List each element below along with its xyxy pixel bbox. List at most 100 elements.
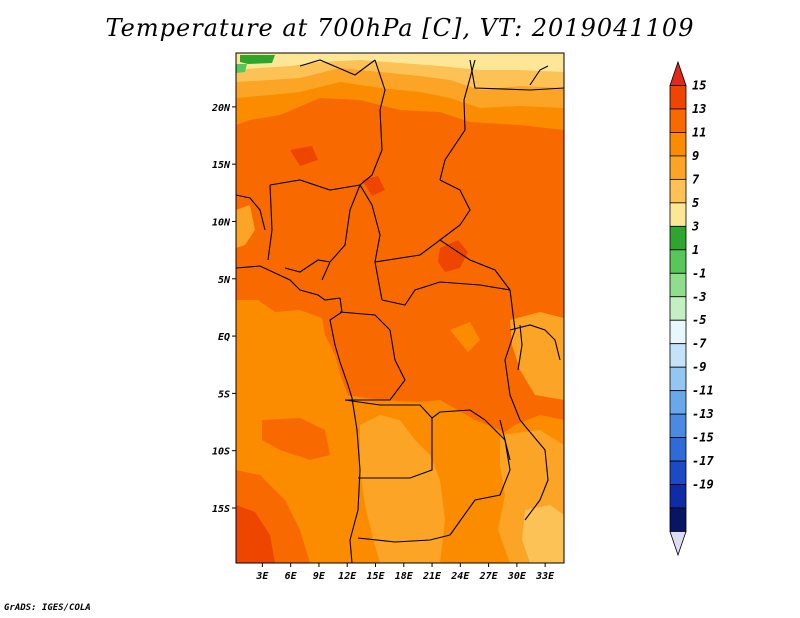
colorbar-swatch [669,85,687,110]
coast-red-sea [529,65,549,86]
y-tick-label: 15S [212,504,230,515]
colorbar-swatch [669,202,687,227]
colorbar-swatch [669,225,687,251]
colorbar-label: 3 [691,219,699,233]
y-tick-label: 5N [218,275,231,286]
border-angola-zambia [358,418,433,479]
colorbar-label: -15 [692,431,714,445]
colorbar-swatch [669,249,687,274]
map-field [236,53,564,563]
border-cameroon-east [359,184,383,301]
field-region-sw-hot [236,505,275,563]
y-tick-label: EQ [218,332,230,343]
y-tick-label: 20N [211,103,231,114]
colorbar-label: 9 [692,149,699,163]
x-tick-label: 9E [313,571,326,582]
x-tick-label: 12E [338,571,357,582]
colorbar-label: -5 [692,313,706,327]
field-region-sw-warm-2 [262,418,330,460]
border-malawi [524,431,549,521]
border-kenya-uganda [509,324,561,361]
field-region-hot-nw [290,146,318,166]
colorbar-swatch [669,531,687,557]
colorbar-swatch [669,507,687,532]
field-region-cool-patch [450,322,480,352]
colorbar-label: -7 [692,337,707,351]
border-west-africa [236,194,266,231]
field-region-west-coast [236,205,255,248]
x-tick-label: 24E [450,571,470,582]
colorbar-swatch [669,272,687,298]
border-car-south [374,239,511,291]
field-region-green-patch-2 [236,64,247,73]
x-tick-label: 6E [285,571,298,582]
colorbar-label: -11 [692,384,714,398]
lake-tanganyika [499,419,511,461]
colorbar-swatch [669,155,687,180]
colorbar-label: -9 [692,360,706,374]
x-tick-label: 3E [255,571,269,582]
colorbar-label: -13 [692,407,714,421]
border-east-africa [504,289,531,433]
coastline-west-central [329,297,361,563]
y-tick-label: 10N [212,217,231,228]
y-tick-label: 5S [218,389,230,400]
border-congo-gabon [339,311,406,401]
x-tick-label: 15E [366,571,385,582]
colorbar-swatch [669,437,687,462]
field-region-green-patch [240,55,275,64]
colorbar-swatch [669,460,687,485]
border-chad-sudan [439,179,471,241]
chart-title: Temperature at 700hPa [C], VT: 201904110… [105,14,695,42]
border-zambia-south [449,419,511,536]
field-region-southeast-5-7 [522,505,564,563]
colorbar: 15 13 11 9 7 5 3 1 -1 -3 -5 -7 -9 -11 -13 -15 -17 -19 [669,60,714,557]
y-tick-label: 15N [212,160,231,171]
x-tick-label: 33E [535,571,555,582]
colorbar-swatch [669,296,687,321]
colorbar-swatch [669,390,687,415]
colorbar-swatch [669,366,687,392]
colorbar-swatch [669,108,687,133]
colorbar-label: -3 [692,290,706,304]
border-nigeria-north [269,179,361,191]
field-region-hot-north [362,176,385,196]
colorbar-label: -17 [692,454,714,468]
colorbar-label: 13 [692,102,706,116]
border-namibia [357,534,451,543]
field-region-east-highlands [510,312,564,400]
border-congo-north [381,281,511,306]
x-tick-label: 18E [395,571,414,582]
colorbar-label: 15 [692,78,706,92]
border-niger-chad [321,59,386,281]
border-benin [267,184,273,261]
lake-victoria-west [517,324,523,371]
credit-label: GrADS: IGES/COLA [4,603,91,613]
axes: 3E 6E 9E 12E 15E 18E 21E 24E 27E 30E 33E 20N 15N 10N 5… [211,103,555,582]
border-egypt-south [469,59,564,91]
coastline-gulf-of-guinea [236,265,341,301]
field-region-north-3-5 [236,53,564,72]
colorbar-label: 5 [692,196,699,210]
colorbar-label: 7 [692,172,700,186]
x-tick-label: 21E [422,571,442,582]
plot-frame [235,52,565,564]
y-tick-label: 10S [212,447,230,458]
border-nigeria-south [284,259,331,273]
colorbar-swatch [669,343,687,368]
colorbar-swatch [669,178,687,204]
border-libya [299,59,376,76]
colorbar-label: 11 [692,125,706,139]
country-borders [236,59,564,563]
field-region-angola [360,415,445,563]
colorbar-label: -1 [692,266,706,280]
colorbar-label: 1 [692,243,699,257]
x-tick-label: 30E [507,571,527,582]
colorbar-label: -19 [692,478,714,492]
colorbar-swatch [669,132,687,157]
colorbar-swatch [669,484,687,509]
colorbar-swatch [669,319,687,345]
field-region-hot-central [438,240,468,272]
colorbar-swatch [669,413,687,439]
